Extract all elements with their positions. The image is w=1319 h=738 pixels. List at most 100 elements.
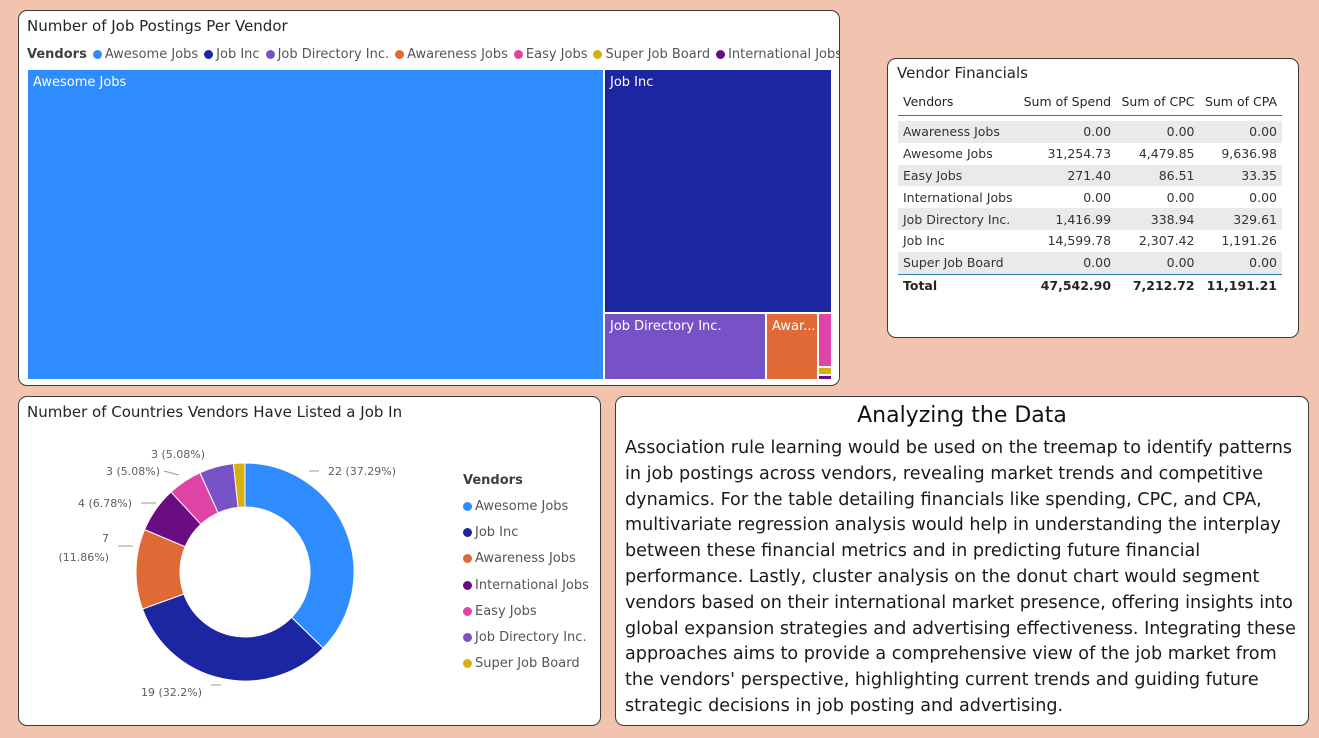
spend-cell: 0.00 (1083, 189, 1112, 205)
treemap-legend-item-easy-jobs[interactable]: Easy Jobs (513, 47, 588, 62)
donut-data-label: 4 (6.78%) (78, 497, 132, 510)
cpa-cell: 0.00 (1199, 251, 1282, 275)
treemap-tile-awesome-jobs[interactable]: Awesome Jobs (27, 69, 604, 380)
donut-legend-item-awesome-jobs[interactable]: Awesome Jobs (463, 493, 589, 519)
spend-cell: 31,254.73 (1047, 146, 1112, 162)
cpa-cell: 9,636.98 (1221, 146, 1277, 162)
financials-row-job-directory-inc[interactable]: Job Directory Inc. 1,416.99 338.94 329.61 (898, 208, 1282, 230)
column-header-cpa[interactable]: Sum of CPA (1199, 87, 1282, 116)
legend-dot-icon (513, 50, 523, 59)
financials-row-super-job-board[interactable]: Super Job Board 0.00 0.00 0.00 (898, 251, 1282, 275)
treemap-tile-super-job-board[interactable] (818, 367, 832, 375)
treemap-tile-job-directory-inc[interactable]: Job Directory Inc. (604, 313, 766, 380)
legend-label: Job Directory Inc. (277, 47, 390, 62)
cpa-cell: 33.35 (1199, 164, 1282, 187)
financials-row-international-jobs[interactable]: International Jobs 0.00 0.00 0.00 (898, 186, 1282, 208)
vendor-cell: Awesome Jobs (903, 146, 993, 162)
donut-slice-job-inc[interactable] (141, 593, 324, 682)
legend-label: International Jobs (475, 577, 589, 593)
treemap-tile-awareness-jobs[interactable]: Awar... (766, 313, 818, 380)
legend-label: Awareness Jobs (475, 551, 576, 567)
donut-legend-item-job-directory-inc[interactable]: Job Directory Inc. (463, 624, 589, 650)
treemap-legend: Vendors Awesome Jobs Job Inc Job Directory… (27, 47, 839, 62)
donut-chart: 22 (37.29%) 19 (32.2%) 7 (11.86%) 4 (6.78%) 3… (58, 448, 396, 699)
treemap-tile-job-inc[interactable]: Job Inc (604, 69, 832, 313)
column-header-vendors[interactable]: Vendors (898, 87, 1019, 116)
vendor-cell: International Jobs (903, 189, 1013, 205)
cpc-cell: 0.00 (1166, 189, 1195, 205)
cpc-cell: 2,307.42 (1138, 233, 1195, 249)
legend-dot-icon (395, 50, 405, 59)
treemap-tile-international-jobs[interactable] (818, 375, 832, 380)
treemap-tile-easy-jobs[interactable] (818, 313, 832, 367)
legend-label: Awareness Jobs (407, 47, 508, 62)
financials-row-awesome-jobs[interactable]: Awesome Jobs 31,254.73 4,479.85 9,636.98 (898, 143, 1282, 165)
treemap-legend-item-job-directory-inc[interactable]: Job Directory Inc. (265, 47, 390, 62)
legend-dot-icon (463, 659, 472, 669)
donut-legend-item-job-inc[interactable]: Job Inc (463, 519, 589, 545)
total-label: Total (898, 273, 1019, 297)
legend-label: Job Inc (475, 524, 519, 540)
donut-data-label: 7 (102, 532, 109, 545)
cpa-cell: 329.61 (1199, 208, 1282, 230)
financials-table: Vendors Sum of Spend Sum of CPC Sum of C… (898, 87, 1282, 297)
legend-label: Job Inc (216, 47, 260, 62)
treemap-tile-label: Job Directory Inc. (610, 319, 722, 334)
donut-data-label: 3 (5.08%) (151, 448, 205, 461)
treemap-card: Number of Job Postings Per Vendor Vendor… (18, 10, 840, 386)
legend-dot-icon (463, 527, 472, 537)
analysis-card: Analyzing the Data Association rule lear… (615, 396, 1309, 726)
legend-dot-icon (593, 50, 603, 59)
vendor-financials-card: Vendor Financials Vendors Sum of Spend S… (887, 58, 1299, 338)
column-header-cpc[interactable]: Sum of CPC (1116, 87, 1200, 116)
treemap-tile-label: Job Inc (610, 75, 654, 90)
vendor-cell: Super Job Board (898, 251, 1019, 275)
legend-label: Easy Jobs (475, 603, 537, 619)
analysis-body: Association rule learning would be used … (625, 438, 1296, 716)
legend-label: Super Job Board (475, 656, 580, 672)
legend-dot-icon (463, 501, 472, 511)
cpa-cell: 1,191.26 (1221, 233, 1277, 249)
spend-cell: 0.00 (1018, 251, 1117, 275)
treemap-legend-item-awesome-jobs[interactable]: Awesome Jobs (92, 47, 199, 62)
total-cpc: 7,212.72 (1116, 273, 1200, 297)
donut-legend-title: Vendors (463, 473, 523, 488)
financials-row-awareness-jobs[interactable]: Awareness Jobs 0.00 0.00 0.00 (898, 121, 1282, 143)
financials-row-job-inc[interactable]: Job Inc 14,599.78 2,307.42 1,191.26 (898, 230, 1282, 252)
donut-slice-awesome-jobs[interactable] (244, 462, 355, 649)
donut-legend-item-international-jobs[interactable]: International Jobs (463, 572, 589, 598)
legend-label: Easy Jobs (525, 47, 588, 62)
legend-dot-icon (463, 554, 472, 564)
legend-label: Awesome Jobs (475, 498, 569, 514)
vendor-cell: Awareness Jobs (898, 121, 1019, 143)
legend-dot-icon (463, 606, 472, 616)
treemap-legend-item-international-jobs[interactable]: International Jobs (716, 47, 839, 62)
treemap-legend-title: Vendors (27, 47, 87, 62)
vendor-cell: Job Inc (903, 233, 945, 249)
treemap-legend-item-super-job-board[interactable]: Super Job Board (593, 47, 710, 62)
donut-legend-item-awareness-jobs[interactable]: Awareness Jobs (463, 546, 589, 572)
legend-dot-icon (716, 50, 726, 59)
donut-legend-item-easy-jobs[interactable]: Easy Jobs (463, 598, 589, 624)
column-header-spend[interactable]: Sum of Spend (1018, 87, 1117, 116)
legend-dot-icon (463, 633, 472, 643)
cpc-cell: 0.00 (1116, 121, 1200, 143)
cpa-cell: 0.00 (1199, 121, 1282, 143)
treemap-legend-item-job-inc[interactable]: Job Inc (204, 47, 260, 62)
legend-label: Super Job Board (605, 47, 711, 62)
legend-dot-icon (463, 580, 472, 590)
legend-label: Awesome Jobs (104, 47, 199, 62)
financials-row-easy-jobs[interactable]: Easy Jobs 271.40 86.51 33.35 (898, 164, 1282, 187)
legend-dot-icon (204, 50, 214, 59)
legend-label: Job Directory Inc. (475, 630, 587, 646)
treemap-legend-item-awareness-jobs[interactable]: Awareness Jobs (395, 47, 508, 62)
donut-slice-super-job-board[interactable] (232, 462, 246, 508)
vendor-cell: Job Directory Inc. (898, 208, 1019, 230)
cpa-cell: 0.00 (1249, 189, 1277, 205)
donut-title: Number of Countries Vendors Have Listed … (27, 403, 403, 421)
legend-dot-icon (265, 50, 275, 59)
financials-header-row: Vendors Sum of Spend Sum of CPC Sum of C… (898, 87, 1282, 116)
cpc-cell: 0.00 (1116, 251, 1200, 275)
donut-legend-item-super-job-board[interactable]: Super Job Board (463, 651, 589, 677)
cpc-cell: 4,479.85 (1138, 146, 1195, 162)
